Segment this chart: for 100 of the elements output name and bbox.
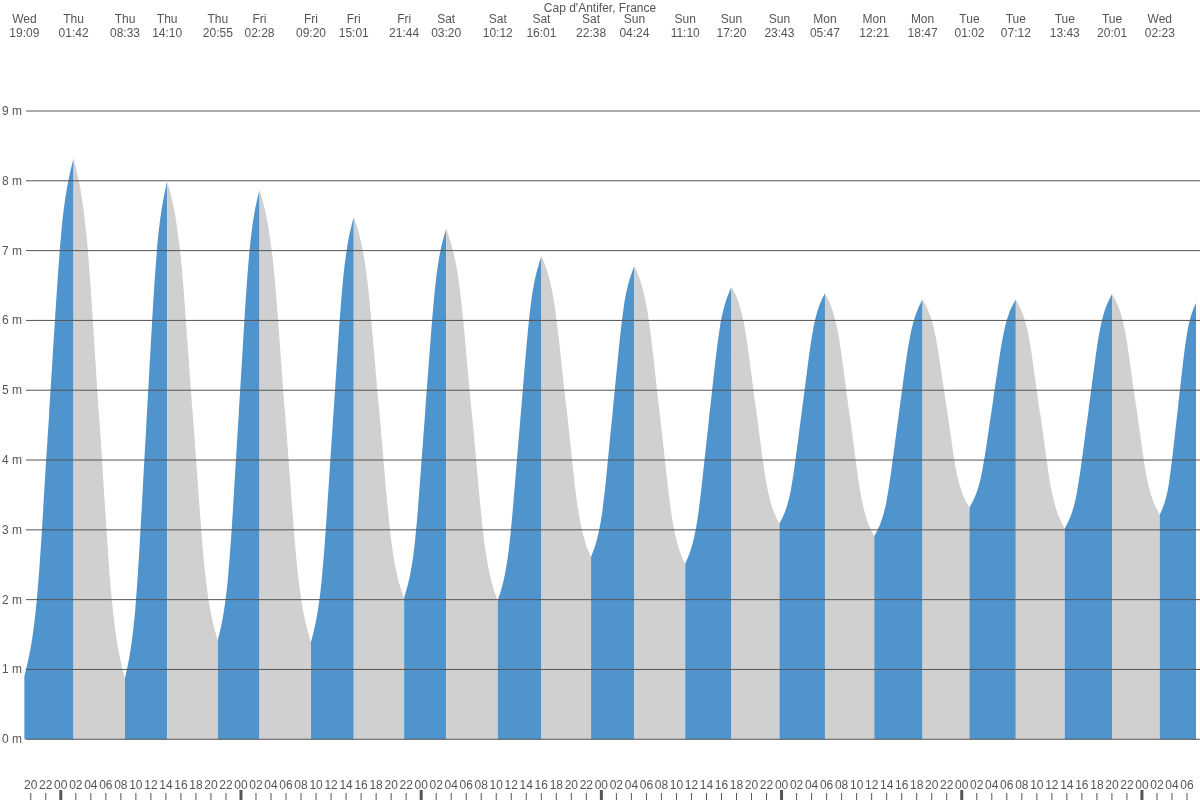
x-tick-label: 18 (369, 778, 384, 792)
x-tick-label: 12 (1045, 778, 1059, 792)
x-tick-label: 22 (399, 778, 414, 792)
text: Tue 13:43 (1049, 12, 1081, 40)
x-tick-label: 08 (654, 778, 669, 792)
x-tick-label: 20 (925, 778, 939, 792)
x-tick-label: 20 (1105, 778, 1119, 792)
text: Tue 07:12 (1000, 12, 1032, 40)
x-tick-label: 22 (940, 778, 954, 792)
text: Sun 17:20 (716, 12, 747, 40)
x-tick-label: 18 (189, 778, 203, 792)
x-tick-label: 20 (384, 778, 399, 792)
y-tick-label: 9 m (1, 104, 22, 118)
x-tick-label: 16 (895, 778, 909, 792)
y-tick-label: 7 m (1, 243, 22, 258)
y-tick-label: 1 m (1, 662, 22, 677)
x-tick-label: 08 (114, 778, 128, 792)
x-tick-label: 22 (219, 778, 233, 792)
x-tick-label: 12 (864, 778, 879, 792)
x-tick-label: 00 (234, 778, 248, 792)
x-tick-label: 10 (669, 778, 684, 792)
x-tick-label: 12 (504, 778, 519, 792)
x-tick-label: 10 (1030, 778, 1044, 792)
x-tick-label: 02 (970, 778, 984, 792)
x-tick-label: 04 (985, 778, 999, 792)
x-tick-label: 04 (804, 778, 819, 792)
x-tick-label: 22 (1120, 778, 1134, 792)
x-tick-label: 08 (474, 778, 489, 792)
x-tick-label: 04 (624, 778, 639, 792)
x-tick-label: 12 (684, 778, 699, 792)
x-tick-label: 00 (414, 778, 429, 792)
x-tick-label: 20 (564, 778, 579, 792)
x-tick-label: 16 (1075, 778, 1089, 792)
x-tick-label: 04 (84, 778, 98, 792)
x-tick-label: 14 (879, 778, 894, 792)
text: Sat 10:12 (482, 12, 514, 40)
x-tick-label: 00 (54, 778, 68, 792)
y-tick-label: 8 m (1, 173, 22, 188)
x-tick-label: 06 (459, 778, 474, 792)
chart-title: Cap d'Antifer, France (543, 1, 657, 15)
y-tick-label: 6 m (1, 313, 22, 328)
text: Fri 02:28 (244, 12, 275, 40)
text: Sat 22:38 (576, 12, 607, 40)
x-tick-label: 18 (549, 778, 564, 792)
x-tick-label: 06 (99, 778, 113, 792)
x-tick-label: 02 (69, 778, 83, 792)
text: Fri 21:44 (389, 12, 420, 40)
y-tick-label: 4 m (1, 453, 22, 468)
x-tick-label: 00 (594, 778, 609, 792)
x-tick-label: 22 (39, 778, 53, 792)
x-tick-label: 14 (519, 778, 534, 792)
x-tick-label: 14 (339, 778, 354, 792)
x-tick-label: 06 (819, 778, 834, 792)
text: Thu 14:10 (152, 12, 183, 40)
x-tick-label: 02 (429, 778, 444, 792)
text: Wed 02:23 (1144, 12, 1176, 40)
x-tick-label: 16 (714, 778, 729, 792)
x-tick-label: 02 (249, 778, 263, 792)
x-tick-label: 22 (579, 778, 594, 792)
x-tick-label: 00 (1135, 778, 1149, 792)
text: Thu 20:55 (202, 12, 234, 40)
text: Sat 03:20 (431, 12, 462, 40)
x-tick-label: 18 (910, 778, 924, 792)
text: Wed 19:09 (9, 12, 40, 40)
x-tick-label: 06 (1180, 778, 1194, 792)
x-tick-label: 10 (129, 778, 143, 792)
x-tick-label: 04 (264, 778, 279, 792)
x-tick-label: 02 (609, 778, 624, 792)
y-tick-label: 0 m (1, 732, 22, 747)
x-tick-label: 04 (1165, 778, 1179, 792)
x-tick-label: 00 (774, 778, 789, 792)
x-tick-label: 16 (534, 778, 549, 792)
x-tick-label: 14 (1060, 778, 1074, 792)
x-tick-label: 10 (489, 778, 504, 792)
text: Mon 12:21 (859, 12, 890, 40)
x-tick-label: 10 (849, 778, 864, 792)
x-tick-label: 00 (955, 778, 969, 792)
x-tick-label: 08 (834, 778, 849, 792)
x-tick-label: 06 (1000, 778, 1014, 792)
text: Sun 23:43 (764, 12, 795, 40)
x-tick-label: 22 (759, 778, 774, 792)
text: Fri 09:20 (296, 12, 327, 40)
x-tick-label: 12 (144, 778, 158, 792)
x-tick-label: 02 (1150, 778, 1164, 792)
y-tick-label: 5 m (1, 383, 22, 398)
text: Tue 01:02 (954, 12, 985, 40)
text: Mon 18:47 (907, 12, 938, 40)
x-tick-label: 20 (204, 778, 218, 792)
text: Thu 01:42 (58, 12, 89, 40)
text: Sat 16:01 (526, 12, 557, 40)
x-tick-label: 06 (639, 778, 654, 792)
x-tick-label: 12 (324, 778, 339, 792)
x-tick-label: 20 (744, 778, 759, 792)
x-tick-label: 08 (1015, 778, 1029, 792)
text: Fri 15:01 (338, 12, 370, 40)
x-tick-label: 18 (1090, 778, 1104, 792)
x-tick-label: 02 (789, 778, 804, 792)
text: Thu 08:33 (109, 12, 141, 40)
x-tick-label: 06 (279, 778, 294, 792)
x-tick-label: 18 (729, 778, 744, 792)
